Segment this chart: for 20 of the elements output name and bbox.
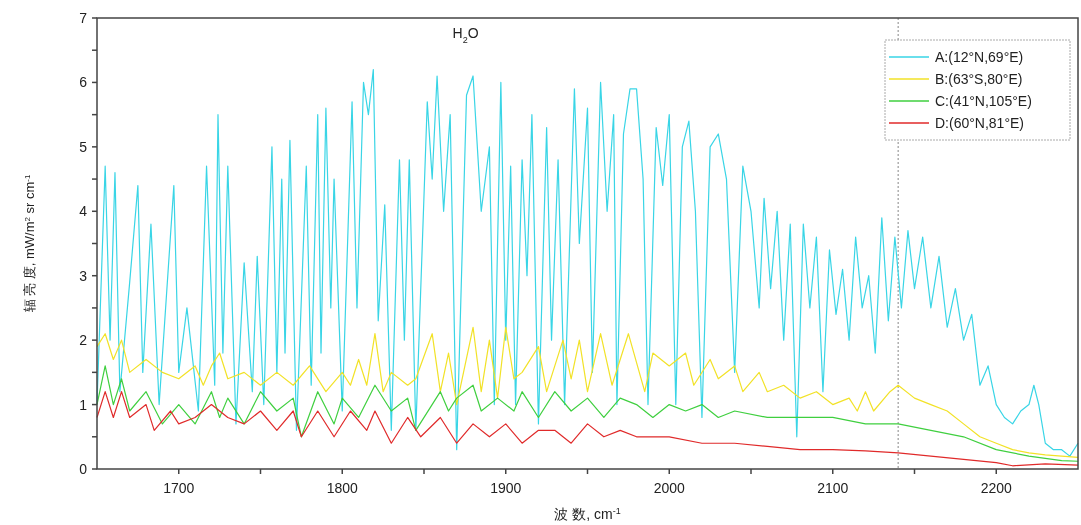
y-tick-label: 3 xyxy=(79,267,88,284)
legend-label: C:(41°N,105°E) xyxy=(935,93,1032,109)
y-tick-label: 0 xyxy=(79,461,88,477)
x-tick-label: 1700 xyxy=(163,480,195,496)
x-axis-title: 波 数, cm$^{-1}$ xyxy=(554,506,621,522)
y-tick-label: 7 xyxy=(79,10,88,26)
x-tick-label: 2200 xyxy=(980,480,1013,496)
annotation: H$_{2}$O xyxy=(452,25,479,45)
y-tick-label: 5 xyxy=(79,138,88,155)
x-tick-label: 1800 xyxy=(326,480,359,496)
x-tick-label: 1900 xyxy=(490,480,522,496)
y-tick-label: 2 xyxy=(79,332,88,349)
x-tick-label: 2100 xyxy=(817,480,849,496)
legend-label: B:(63°S,80°E) xyxy=(935,71,1023,87)
y-tick-label: 6 xyxy=(79,74,88,91)
y-tick-label: 1 xyxy=(79,396,88,413)
y-tick-label: 4 xyxy=(79,203,88,220)
legend-label: D:(60°N,81°E) xyxy=(935,115,1025,131)
x-tick-label: 2000 xyxy=(653,480,686,496)
legend-label: A:(12°N,69°E) xyxy=(935,49,1024,65)
